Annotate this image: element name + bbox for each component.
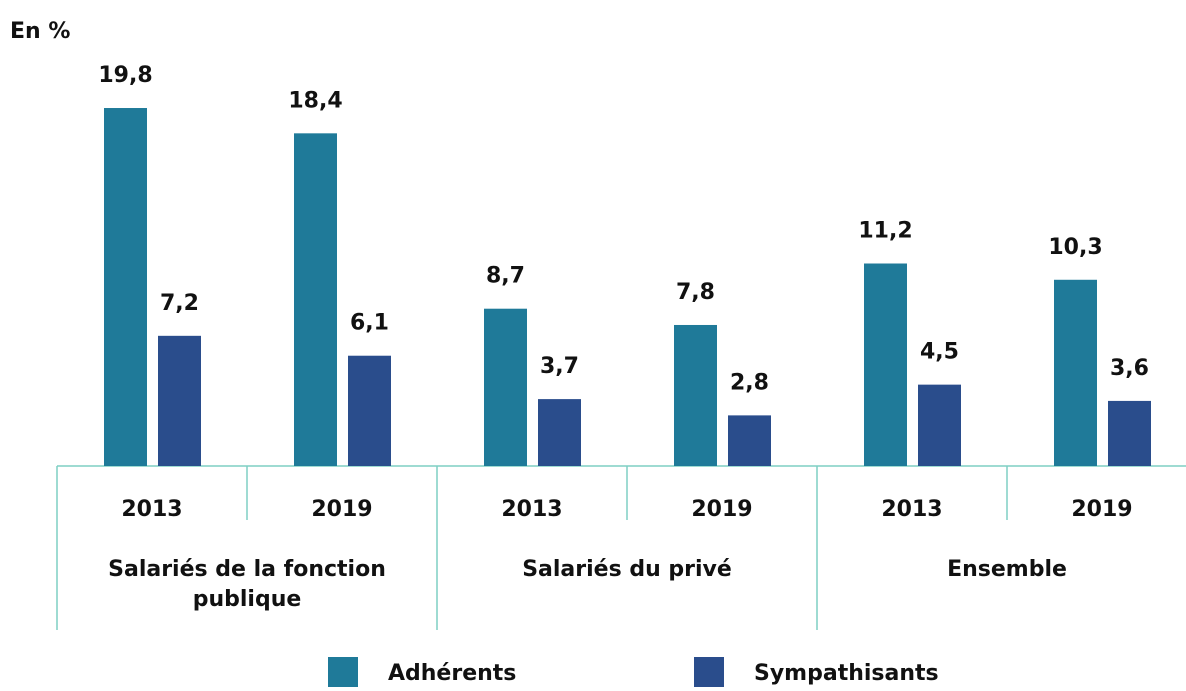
bar <box>918 384 961 466</box>
bar <box>158 335 201 466</box>
x-tick-label: 2019 <box>311 497 372 522</box>
x-tick-label: 2013 <box>881 497 942 522</box>
bar <box>348 355 391 466</box>
value-label: 4,5 <box>920 340 959 365</box>
legend-swatch <box>328 657 358 687</box>
value-label: 2,8 <box>730 370 769 395</box>
bar <box>484 308 527 466</box>
value-label: 3,6 <box>1110 356 1149 381</box>
bar <box>104 108 147 467</box>
x-tick-label: 2019 <box>1071 497 1132 522</box>
value-label: 18,4 <box>288 88 342 113</box>
bar <box>538 399 581 466</box>
bar <box>1054 279 1097 466</box>
value-label: 10,3 <box>1048 235 1102 260</box>
bar <box>294 133 337 466</box>
chart-title: En % <box>10 19 70 44</box>
bar <box>728 415 771 466</box>
value-label: 7,8 <box>676 280 715 305</box>
bar <box>864 263 907 466</box>
legend-label: Sympathisants <box>754 661 939 686</box>
value-label: 8,7 <box>486 264 525 289</box>
value-label: 3,7 <box>540 354 579 379</box>
x-tick-label: 2013 <box>501 497 562 522</box>
legend-swatch <box>694 657 724 687</box>
legend-label: Adhérents <box>388 661 516 686</box>
group-label: Salariés du privé <box>522 557 732 582</box>
value-label: 11,2 <box>858 219 912 244</box>
group-label: Ensemble <box>947 557 1067 582</box>
value-label: 7,2 <box>160 291 199 316</box>
value-label: 19,8 <box>98 63 152 88</box>
bar <box>674 324 717 466</box>
value-label: 6,1 <box>350 311 389 336</box>
x-tick-label: 2013 <box>121 497 182 522</box>
group-label: Salariés de la fonction publique <box>108 557 386 612</box>
x-tick-label: 2019 <box>691 497 752 522</box>
bar <box>1108 400 1151 466</box>
